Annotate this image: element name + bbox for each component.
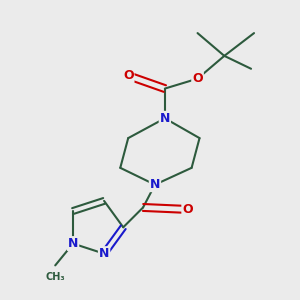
Text: O: O [182,203,193,216]
Text: O: O [192,72,203,85]
Text: N: N [150,178,160,191]
Text: CH₃: CH₃ [45,272,65,282]
Text: N: N [160,112,170,125]
Text: N: N [99,247,109,260]
Text: N: N [68,237,78,250]
Text: O: O [123,69,134,82]
